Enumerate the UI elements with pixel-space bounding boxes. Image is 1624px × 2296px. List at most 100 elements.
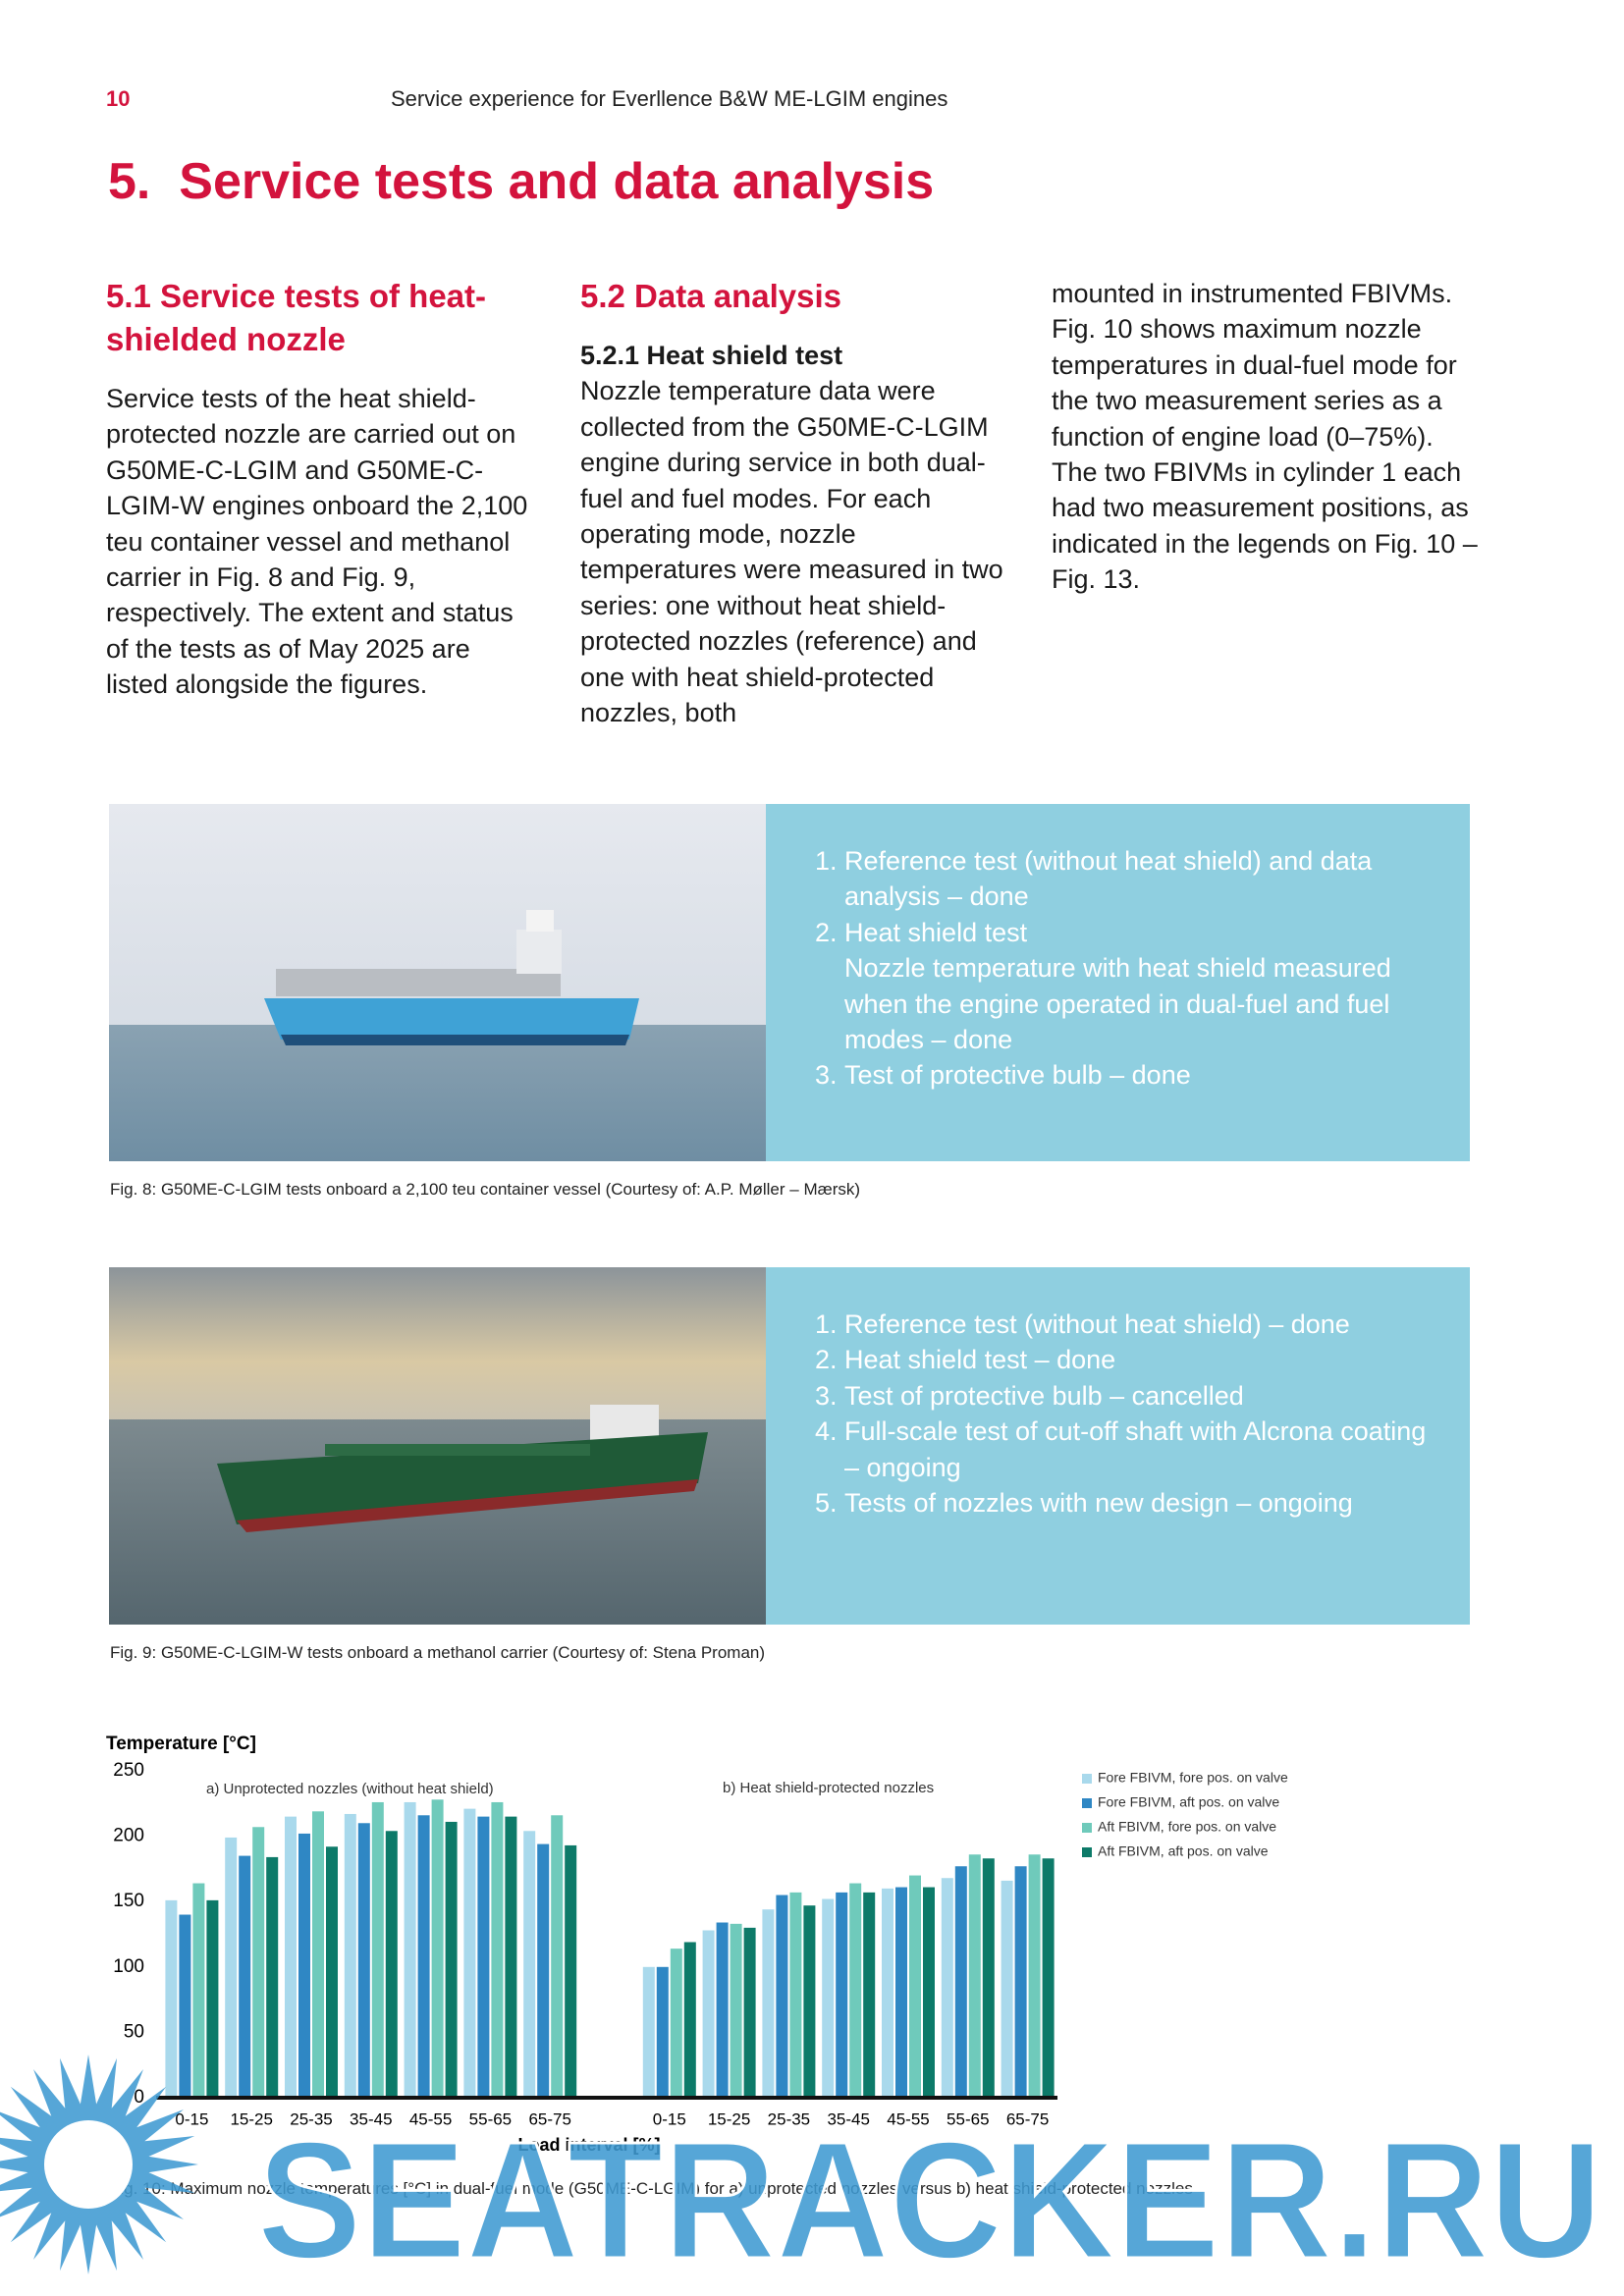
status-panel: Reference test (without heat shield) – d… <box>766 1267 1470 1625</box>
legend-swatch <box>1082 1798 1092 1808</box>
bar <box>923 1887 935 2098</box>
bar <box>298 1833 310 2098</box>
bar <box>683 1942 696 2098</box>
legend-label: Fore FBIVM, aft pos. on valve <box>1098 1794 1279 1810</box>
x-axis-label: Load interval [%] <box>517 2135 660 2155</box>
watermark-sun <box>0 2055 198 2274</box>
bar <box>822 1898 835 2098</box>
column: 5.2 Data analysis 5.2.1 Heat shield test… <box>580 275 1012 730</box>
status-item: Reference test (without heat shield) and… <box>844 843 1431 915</box>
y-tick-label: 250 <box>113 1760 144 1781</box>
figure: Reference test (without heat shield) – d… <box>109 1267 1470 1625</box>
bar <box>702 1930 715 2098</box>
bar <box>762 1909 775 2098</box>
bar <box>491 1801 504 2098</box>
y-tick-label: 200 <box>113 1826 144 1846</box>
caption: Fig. 8: G50ME-C-LGIM tests onboard a 2,1… <box>110 1180 861 1199</box>
status-item: Heat shield test Nozzle temperature with … <box>844 915 1431 1058</box>
column: mounted in instrumented FBIVMs. Fig. 10 … <box>1052 276 1484 598</box>
bar <box>1014 1866 1027 2098</box>
bar <box>968 1854 981 2098</box>
heading: 5.2 Data analysis <box>580 278 841 314</box>
bar <box>656 1966 669 2098</box>
x-tick-label: 35-45 <box>350 2109 392 2128</box>
x-tick-label: 25-35 <box>768 2109 810 2128</box>
legend-swatch <box>1082 1823 1092 1833</box>
bar <box>863 1892 876 2098</box>
bar <box>1028 1854 1041 2098</box>
legend-label: Fore FBIVM, fore pos. on valve <box>1098 1770 1288 1786</box>
x-tick-label: 15-25 <box>230 2109 272 2128</box>
bar <box>385 1831 398 2098</box>
page-number: 10 <box>106 86 131 111</box>
status-list: Reference test (without heat shield) – d… <box>766 1307 1431 1521</box>
bar <box>789 1892 802 2098</box>
x-tick-label: 55-65 <box>947 2109 989 2128</box>
bar <box>565 1844 577 2098</box>
x-tick-label: 45-55 <box>887 2109 929 2128</box>
bar <box>179 1914 191 2098</box>
x-tick-label: 25-35 <box>290 2109 332 2128</box>
legend-label: Aft FBIVM, aft pos. on valve <box>1098 1843 1269 1859</box>
bar <box>803 1905 816 2098</box>
bar <box>477 1816 490 2098</box>
watermark: SEATRACKER.RU <box>0 2055 1604 2296</box>
bar <box>776 1895 788 2098</box>
paragraph: mounted in instrumented FBIVMs. Fig. 10 … <box>1052 279 1478 595</box>
status-item: Heat shield test – done <box>844 1342 1431 1377</box>
bar <box>404 1801 416 2098</box>
item-detail: Nozzle temperature with heat shield meas… <box>844 953 1391 1055</box>
bar <box>743 1927 756 2098</box>
figure: Reference test (without heat shield) and… <box>109 804 1470 1161</box>
status-item: Full-scale test of cut-off shaft with Al… <box>844 1414 1431 1485</box>
bar <box>537 1843 550 2098</box>
annotation: a) Unprotected nozzles (without heat shi… <box>206 1781 494 1797</box>
subheading: 5.2.1 Heat shield test <box>580 341 843 370</box>
legend-swatch <box>1082 1847 1092 1857</box>
bar <box>523 1831 536 2098</box>
x-tick-label: 45-55 <box>409 2109 452 2128</box>
bar <box>165 1899 178 2098</box>
y-axis-label: Temperature [°C] <box>106 1734 256 1754</box>
caption: Fig. 9: G50ME-C-LGIM-W tests onboard a m… <box>110 1643 766 1662</box>
bar <box>192 1883 205 2098</box>
column: 5.1 Service tests of heat-shielded nozzl… <box>106 275 538 703</box>
x-tick-label: 35-45 <box>827 2109 869 2128</box>
bar <box>716 1922 729 2098</box>
bar <box>730 1923 742 2098</box>
bar <box>225 1837 238 2098</box>
section-title: 5. Service tests and data analysis <box>108 153 935 210</box>
bar <box>252 1827 265 2098</box>
status-item: Tests of nozzles with new design – ongoi… <box>844 1485 1431 1521</box>
bar <box>445 1821 458 2098</box>
paragraph: Nozzle temperature data were collected f… <box>580 376 1003 728</box>
legend-swatch <box>1082 1774 1092 1784</box>
bar <box>431 1799 444 2098</box>
status-item: Reference test (without heat shield) – d… <box>844 1307 1431 1342</box>
x-tick-label: 65-75 <box>1006 2109 1049 2128</box>
bar <box>551 1815 564 2098</box>
bar <box>266 1856 279 2098</box>
bar <box>836 1892 848 2098</box>
ship-photo <box>109 1267 766 1625</box>
x-tick-label: 55-65 <box>469 2109 512 2128</box>
sun-core <box>44 2120 133 2209</box>
x-tick-label: 0-15 <box>653 2109 686 2128</box>
bar <box>206 1899 219 2098</box>
y-tick-label: 100 <box>113 1956 144 1977</box>
bar <box>895 1887 907 2098</box>
x-tick-label: 65-75 <box>528 2109 570 2128</box>
bar <box>909 1875 921 2098</box>
status-panel: Reference test (without heat shield) and… <box>766 804 1470 1161</box>
bar <box>357 1823 370 2098</box>
status-item: Test of protective bulb – done <box>844 1057 1431 1093</box>
y-tick-label: 0 <box>134 2087 144 2108</box>
bar <box>239 1855 251 2098</box>
bar <box>954 1866 967 2098</box>
annotation: b) Heat shield-protected nozzles <box>723 1780 934 1796</box>
x-tick-label: 15-25 <box>708 2109 750 2128</box>
heading: 5.1 Service tests of heat-shielded nozzl… <box>106 278 487 357</box>
paragraph: Service tests of the heat shield-protect… <box>106 384 528 700</box>
y-tick-label: 50 <box>124 2021 144 2042</box>
